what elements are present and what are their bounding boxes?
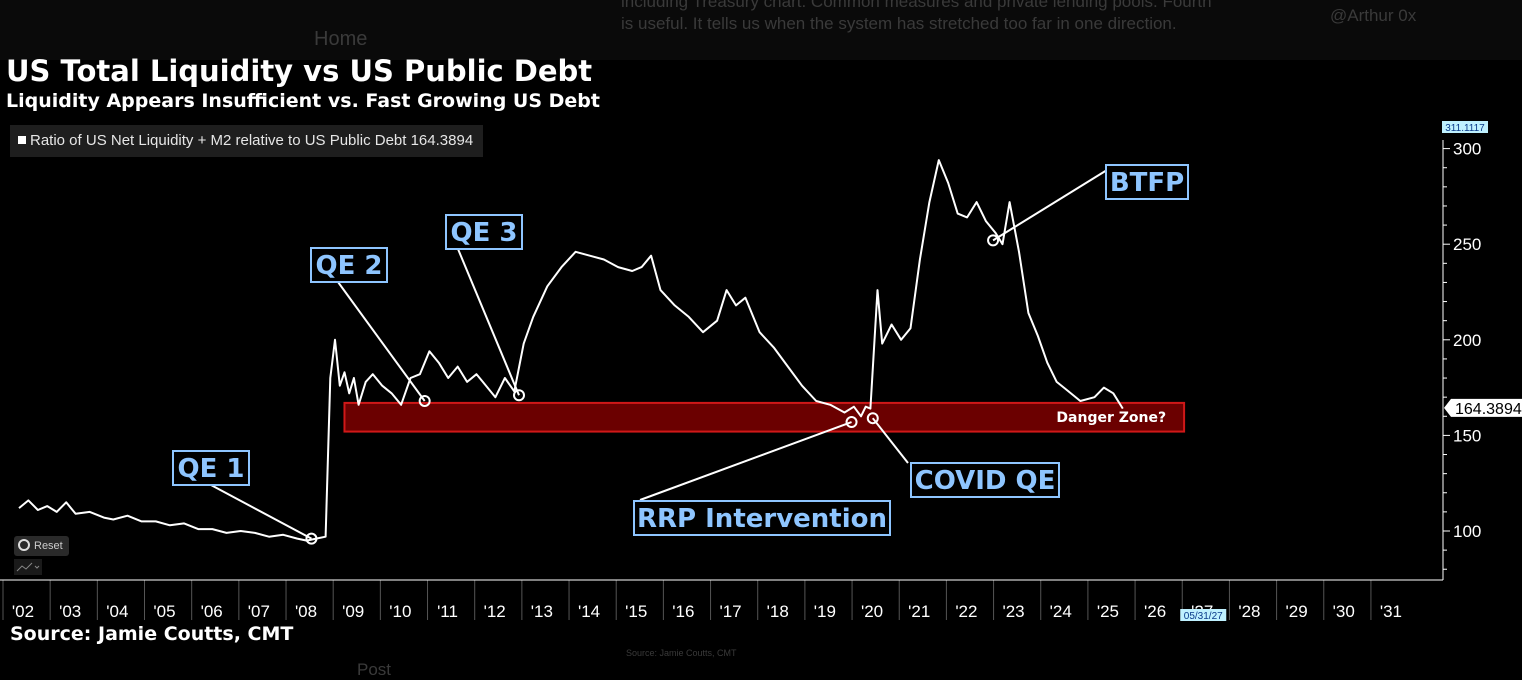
annotation-box [172, 450, 250, 486]
x-tick-label: '30 [1333, 602, 1355, 621]
annotation-marker [305, 532, 318, 545]
source-faint: Source: Jamie Coutts, CMT [626, 648, 737, 658]
x-tick-label: '23 [1002, 602, 1024, 621]
x-tick-label: '04 [106, 602, 128, 621]
home-label[interactable]: Home [314, 28, 368, 50]
annotation-marker [987, 234, 1000, 247]
date-flag-label: 05/31/27 [1184, 611, 1223, 622]
reset-icon [18, 539, 30, 551]
x-tick-label: '08 [295, 602, 317, 621]
y-tick-label: 300 [1453, 140, 1481, 159]
x-tick-label: '07 [248, 602, 270, 621]
x-tick-label: '12 [484, 602, 506, 621]
legend: Ratio of US Net Liquidity + M2 relative … [10, 125, 484, 157]
annotation-label: QE 2 [315, 251, 382, 281]
x-grid [2, 580, 1372, 620]
last-value-tag [1444, 398, 1522, 417]
y-max-box [1442, 121, 1488, 133]
annotation-leader [992, 169, 1108, 242]
annotation-box [445, 214, 523, 250]
x-tick-label: '24 [1050, 602, 1072, 621]
annotation-box [910, 462, 1060, 498]
reset-label: Reset [34, 540, 63, 552]
x-tick-label: '21 [908, 602, 930, 621]
annotation-marker [513, 389, 526, 402]
series-line [18, 159, 1124, 542]
annotation-marker [845, 416, 858, 429]
tweet-text-line2: is useful. It tells us when the system h… [621, 14, 1177, 33]
annotation-leader [639, 421, 852, 501]
annotation-leader [871, 417, 909, 464]
x-tick-label: '18 [767, 602, 789, 621]
danger-zone-label: Danger Zone? [1056, 410, 1166, 426]
x-tick-label: '28 [1238, 602, 1260, 621]
x-tick-label: '03 [59, 602, 81, 621]
danger-zone: Danger Zone? [343, 401, 1186, 433]
annotation-label: QE 1 [177, 454, 244, 484]
last-value-label: 164.3894 [1455, 401, 1522, 418]
annotation-leader [457, 248, 520, 396]
y-tick-label: 200 [1453, 331, 1481, 350]
x-tick-label: '25 [1097, 602, 1119, 621]
x-tick-label: '06 [201, 602, 223, 621]
x-tick-label: '22 [955, 602, 977, 621]
annotation-label: BTFP [1110, 168, 1184, 198]
author-handle[interactable]: @Arthur 0x [1330, 6, 1417, 25]
danger-zone-rect [343, 401, 1186, 433]
y-max-label: 311.1117 [1445, 123, 1485, 134]
x-tick-label: '15 [625, 602, 647, 621]
x-axis: '02 '03 '04 '05 '06 '07 '08 '09 '10 '11 '12 '13 '14 '… [0, 579, 1443, 622]
chart-title: US Total Liquidity vs US Public Debt [6, 54, 593, 88]
background-page [0, 0, 1522, 60]
chart-subtitle: Liquidity Appears Insufficient vs. Fast … [6, 90, 600, 112]
annotation-marker [866, 412, 879, 425]
annotation-box [1105, 164, 1189, 200]
y-axis: 100 150 200 250 300 311.1117 164.3894 [1442, 121, 1522, 580]
annotation-label: RRP Intervention [637, 504, 887, 534]
x-tick-label: '19 [814, 602, 836, 621]
x-tick-label: '31 [1380, 602, 1402, 621]
x-tick-label: '02 [12, 602, 34, 621]
tweet-text-line1: including Treasury chart. Common measure… [621, 0, 1212, 11]
x-tick-label: '10 [389, 602, 411, 621]
x-tick-label: '20 [861, 602, 883, 621]
chart-type-icon[interactable] [14, 559, 42, 575]
annotation-leader [337, 281, 426, 402]
x-tick-label: '14 [578, 602, 600, 621]
source-note: Source: Jamie Coutts, CMT [10, 623, 294, 645]
x-tick-label: '11 [437, 602, 458, 621]
reset-button[interactable]: Reset [14, 536, 69, 556]
x-tick-label: '05 [153, 602, 175, 621]
x-tick-label: '26 [1144, 602, 1166, 621]
x-tick-label: '17 [719, 602, 741, 621]
y-tick-label: 100 [1453, 522, 1481, 541]
x-tick-label: '16 [672, 602, 694, 621]
legend-label: Ratio of US Net Liquidity + M2 relative … [30, 132, 407, 149]
legend-value: 164.3894 [410, 132, 474, 149]
x-tick-label: '13 [531, 602, 553, 621]
annotation-markers [305, 234, 1000, 545]
annotations: QE 1 QE 2 QE 3 BTFP RRP Intervention COVID QE [172, 164, 1189, 540]
x-tick-label: '29 [1286, 602, 1308, 621]
annotation-leader [210, 484, 312, 540]
annotation-label: QE 3 [450, 218, 517, 248]
y-tick-label: 150 [1453, 426, 1481, 445]
y-tick-label: 250 [1453, 235, 1481, 254]
annotation-label: COVID QE [915, 466, 1056, 496]
annotation-box [310, 247, 388, 283]
annotation-marker [418, 394, 431, 407]
x-tick-label: '09 [342, 602, 364, 621]
legend-swatch [18, 136, 26, 144]
annotation-box [633, 500, 891, 536]
date-flag-box [1180, 609, 1227, 621]
